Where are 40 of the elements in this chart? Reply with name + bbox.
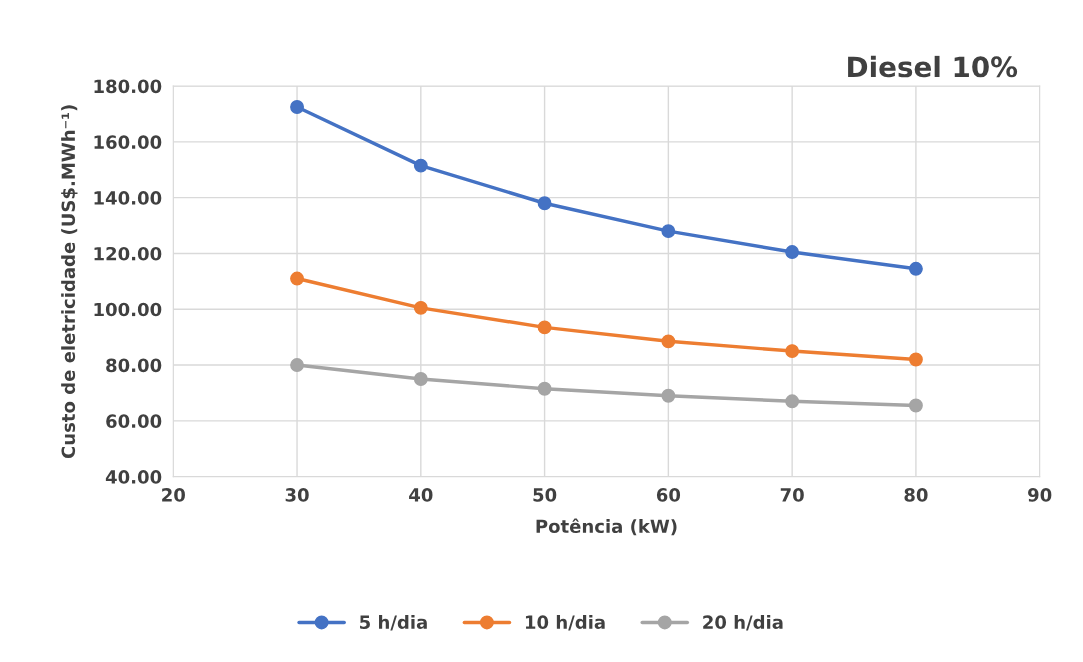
y-tick-label: 60.00: [106, 414, 162, 428]
y-axis-title: Custo de eletricidade (US$.MWh⁻¹): [61, 105, 78, 459]
point: [290, 100, 304, 114]
chart-title: Diesel 10%: [848, 55, 1018, 78]
x-tick-label: 30: [285, 488, 309, 502]
x-tick-label: 20: [162, 488, 185, 502]
legend-label: 20 h/dia: [703, 615, 783, 631]
x-tick-label: 90: [1028, 488, 1052, 502]
point: [537, 320, 552, 335]
point: [661, 334, 676, 349]
x-tick-label: 50: [533, 488, 557, 502]
x-tick-label: 40: [409, 488, 433, 502]
y-tick-label: 160.00: [94, 135, 162, 149]
x-tick-label: 80: [904, 488, 928, 502]
point: [908, 398, 923, 413]
point: [537, 381, 552, 396]
y-tick-label: 180.00: [94, 79, 162, 94]
point: [537, 196, 552, 211]
point: [413, 372, 428, 386]
point: [908, 352, 923, 367]
y-tick-label: 40.00: [105, 470, 162, 484]
x-axis-title: Potência (kW): [536, 518, 677, 536]
x-tick-label: 60: [656, 488, 681, 502]
point: [413, 300, 428, 315]
x-tick-label: 70: [780, 488, 804, 502]
y-tick-label: 120.00: [94, 246, 162, 261]
point: [908, 261, 923, 276]
point: [785, 245, 800, 260]
point: [785, 344, 800, 359]
y-tick-label: 100.00: [94, 302, 162, 317]
legend-label: 5 h/dia: [360, 615, 427, 631]
point: [413, 158, 428, 173]
y-tick-label: 80.00: [106, 358, 162, 373]
legend-label: 10 h/dia: [525, 615, 605, 631]
y-tick-label: 140.00: [94, 191, 162, 205]
point: [661, 388, 676, 403]
point: [290, 358, 304, 372]
point: [785, 394, 800, 409]
point: [290, 271, 304, 286]
point: [661, 224, 676, 239]
